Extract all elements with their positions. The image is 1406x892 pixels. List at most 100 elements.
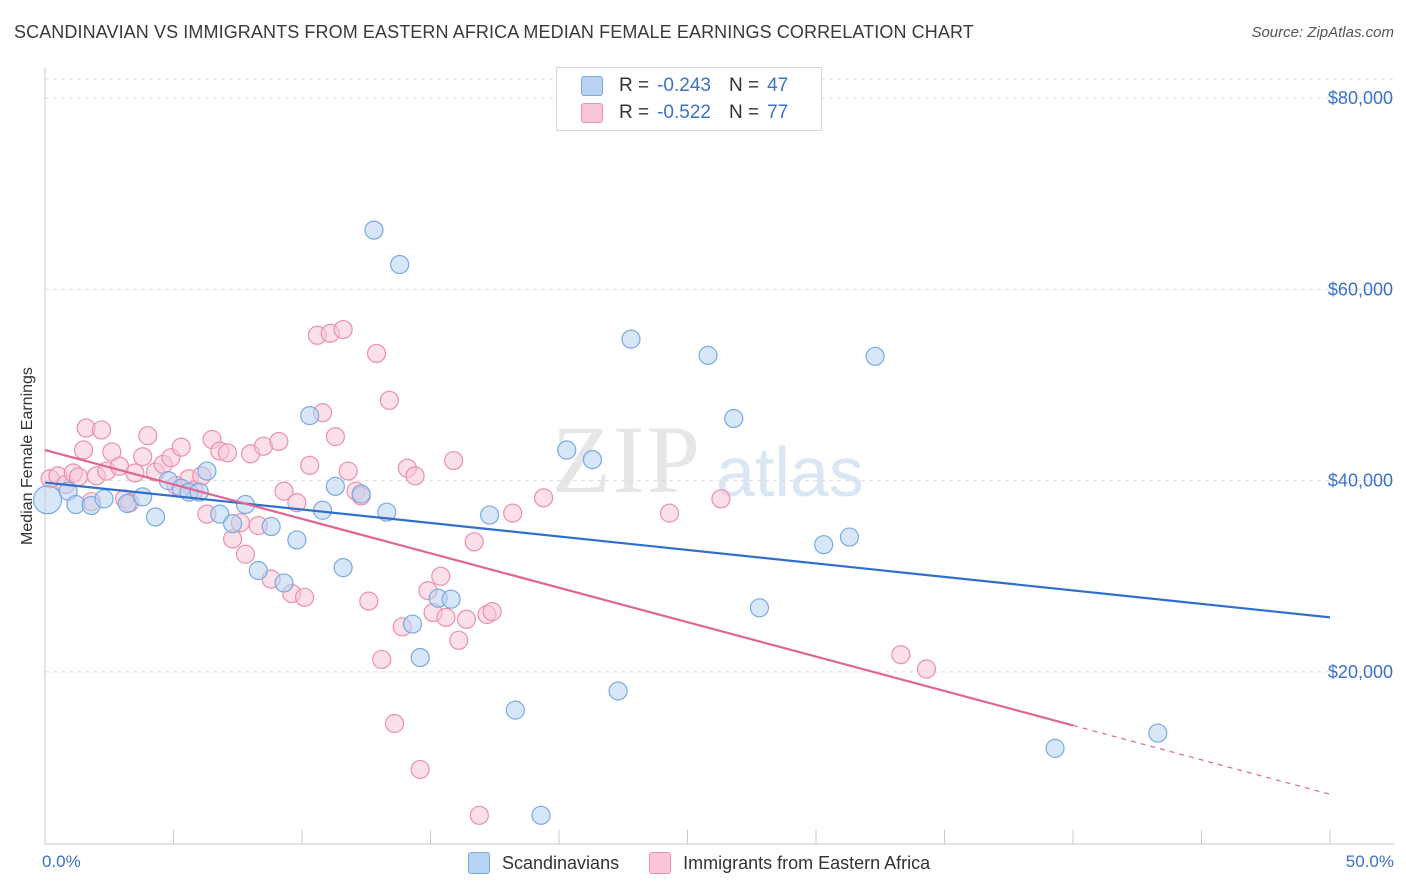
legend-row-scandinavians: R = -0.243 N = 47 [581, 74, 788, 98]
scandinavian-point [32, 485, 63, 515]
chart-title: SCANDINAVIAN VS IMMIGRANTS FROM EASTERN … [14, 22, 974, 42]
scandinavian-point [698, 345, 718, 365]
source-label: Source: ZipAtlas.com [1251, 24, 1394, 41]
eastern-africa-point [338, 461, 358, 481]
series-legend-label: Immigrants from Eastern Africa [683, 852, 931, 873]
legend-r-label: R = [619, 102, 650, 123]
eastern-africa-point [269, 431, 289, 452]
scandinavian-point [724, 408, 744, 429]
eastern-africa-point [171, 437, 191, 457]
eastern-africa-point [431, 566, 451, 586]
scandinavian-point [145, 507, 166, 527]
legend-n-value: 47 [767, 75, 789, 96]
eastern-africa-point [711, 489, 731, 509]
eastern-africa-point [294, 587, 315, 607]
eastern-africa-point [325, 427, 346, 447]
eastern-africa-point [366, 343, 387, 364]
scandinavian-point [582, 449, 603, 470]
eastern-africa-point [456, 609, 477, 629]
x-tick-label-max: 50.0% [1345, 852, 1394, 871]
y-axis-label: Median Female Earnings [19, 367, 36, 545]
eastern-africa-point [359, 591, 379, 611]
eastern-africa-point [333, 319, 353, 340]
series-legend-label: Scandinavians [502, 852, 620, 873]
eastern-africa-point [436, 607, 456, 627]
eastern-africa-point [372, 649, 392, 670]
eastern-africa-point [217, 443, 238, 463]
scandinavian-point [197, 461, 217, 481]
eastern-africa-point [891, 645, 911, 665]
scandinavian-point [300, 406, 320, 426]
scandinavian-point [248, 560, 268, 581]
scandinavian-point [1045, 738, 1065, 758]
eastern-africa-point [133, 447, 153, 467]
scandinavian-point [410, 647, 430, 668]
scandinavian-point [325, 476, 346, 496]
legend-r-value: -0.243 [657, 75, 711, 96]
scandinavian-point [814, 535, 834, 555]
legend-n-label: N = [728, 75, 760, 96]
scandinavian-point [210, 504, 230, 524]
scandinavian-point [531, 805, 551, 825]
scandinavian-point [364, 220, 384, 240]
eastern-africa-trend-extension [1072, 724, 1331, 795]
correlation-legend: R = -0.243 N = 47 R = -0.522 N = 77 [556, 67, 822, 131]
scandinavian-point [287, 530, 307, 550]
scandinavian-point [839, 527, 860, 547]
scandinavian-point [402, 614, 423, 634]
scandinavian-trend-line [44, 481, 1331, 619]
x-tick-label-min: 0.0% [42, 852, 81, 871]
eastern-africa-point [916, 659, 937, 679]
series-legend-scandinavians[interactable]: Scandinavians [468, 852, 619, 874]
eastern-africa-point [405, 466, 425, 486]
legend-n-label: N = [728, 102, 760, 123]
eastern-africa-point [464, 532, 484, 552]
eastern-africa-point [91, 420, 112, 440]
y-tick-label: $40,000 [1328, 471, 1393, 491]
scandinavian-point [377, 502, 397, 522]
eastern-africa-point [379, 390, 399, 410]
eastern-africa-point [482, 602, 502, 622]
scandinavian-point [621, 329, 641, 349]
scandinavian-point [274, 573, 294, 593]
eastern-africa-point [533, 488, 554, 508]
scandinavian-point [480, 505, 500, 525]
y-tick-label: $20,000 [1328, 662, 1393, 682]
legend-row-eastern-africa: R = -0.522 N = 77 [581, 101, 788, 125]
scandinavian-point [261, 516, 281, 537]
scandinavian-point [865, 346, 885, 366]
scandinavian-point [557, 440, 577, 460]
eastern-africa-point [73, 440, 94, 460]
series-legend-eastern-africa[interactable]: Immigrants from Eastern Africa [649, 852, 930, 874]
legend-swatch-blue [581, 76, 603, 96]
legend-r-value: -0.522 [657, 102, 711, 123]
scandinavian-point [608, 681, 628, 701]
y-tick-label: $80,000 [1328, 88, 1393, 108]
eastern-africa-point [469, 805, 489, 825]
eastern-africa-point [300, 455, 320, 475]
eastern-africa-point [410, 759, 430, 780]
eastern-africa-point [138, 426, 158, 446]
eastern-africa-point [444, 450, 464, 471]
scandinavian-point [351, 484, 371, 504]
y-tick-label: $60,000 [1328, 279, 1393, 299]
scandinavian-point [223, 514, 243, 534]
eastern-africa-trend-line [44, 448, 1074, 727]
legend-n-value: 77 [767, 102, 789, 123]
series-swatch-pink [649, 852, 672, 874]
eastern-africa-point [384, 713, 405, 734]
scandinavian-point [749, 598, 770, 618]
series-legend: Scandinavians Immigrants from Eastern Af… [468, 852, 960, 874]
scandinavian-point [94, 489, 114, 509]
eastern-africa-point [659, 503, 680, 523]
scandinavian-point [133, 487, 153, 507]
legend-r-label: R = [619, 75, 650, 96]
legend-swatch-pink [581, 103, 603, 123]
scandinavian-point [505, 700, 525, 720]
eastern-africa-point [125, 463, 145, 483]
eastern-africa-point [287, 493, 307, 513]
eastern-africa-point [274, 481, 294, 501]
eastern-africa-point [503, 503, 523, 523]
scandinavian-point [333, 558, 353, 578]
